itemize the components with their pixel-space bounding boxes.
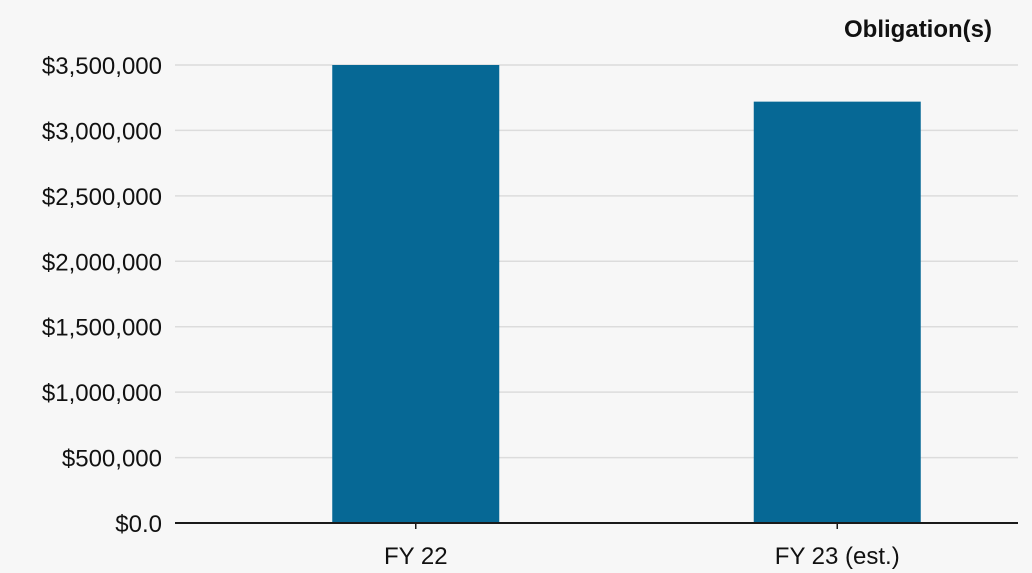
y-tick-label: $2,000,000 [42, 249, 162, 276]
bar [753, 101, 921, 523]
gridlines [175, 64, 1018, 459]
y-tick-label: $0.0 [115, 511, 162, 538]
y-tick-label: $3,500,000 [42, 53, 162, 80]
x-tick-label: FY 22 [384, 543, 448, 570]
bar [332, 65, 500, 523]
y-tick-label: $1,500,000 [42, 315, 162, 342]
y-tick-label: $1,000,000 [42, 380, 162, 407]
y-tick-label: $2,500,000 [42, 184, 162, 211]
y-axis-tick-labels: $0.0 $500,000 $1,000,000 $1,500,000 $2,000,0… [42, 53, 162, 538]
y-tick-label: $3,000,000 [42, 118, 162, 145]
bars [332, 65, 921, 529]
x-tick-label: FY 23 (est.) [775, 543, 900, 570]
legend-series-label: Obligation(s) [844, 16, 992, 43]
y-tick-label: $500,000 [62, 446, 162, 473]
x-axis-tick-labels: FY 22 FY 23 (est.) [384, 543, 900, 570]
legend: Obligation(s) [844, 16, 992, 43]
